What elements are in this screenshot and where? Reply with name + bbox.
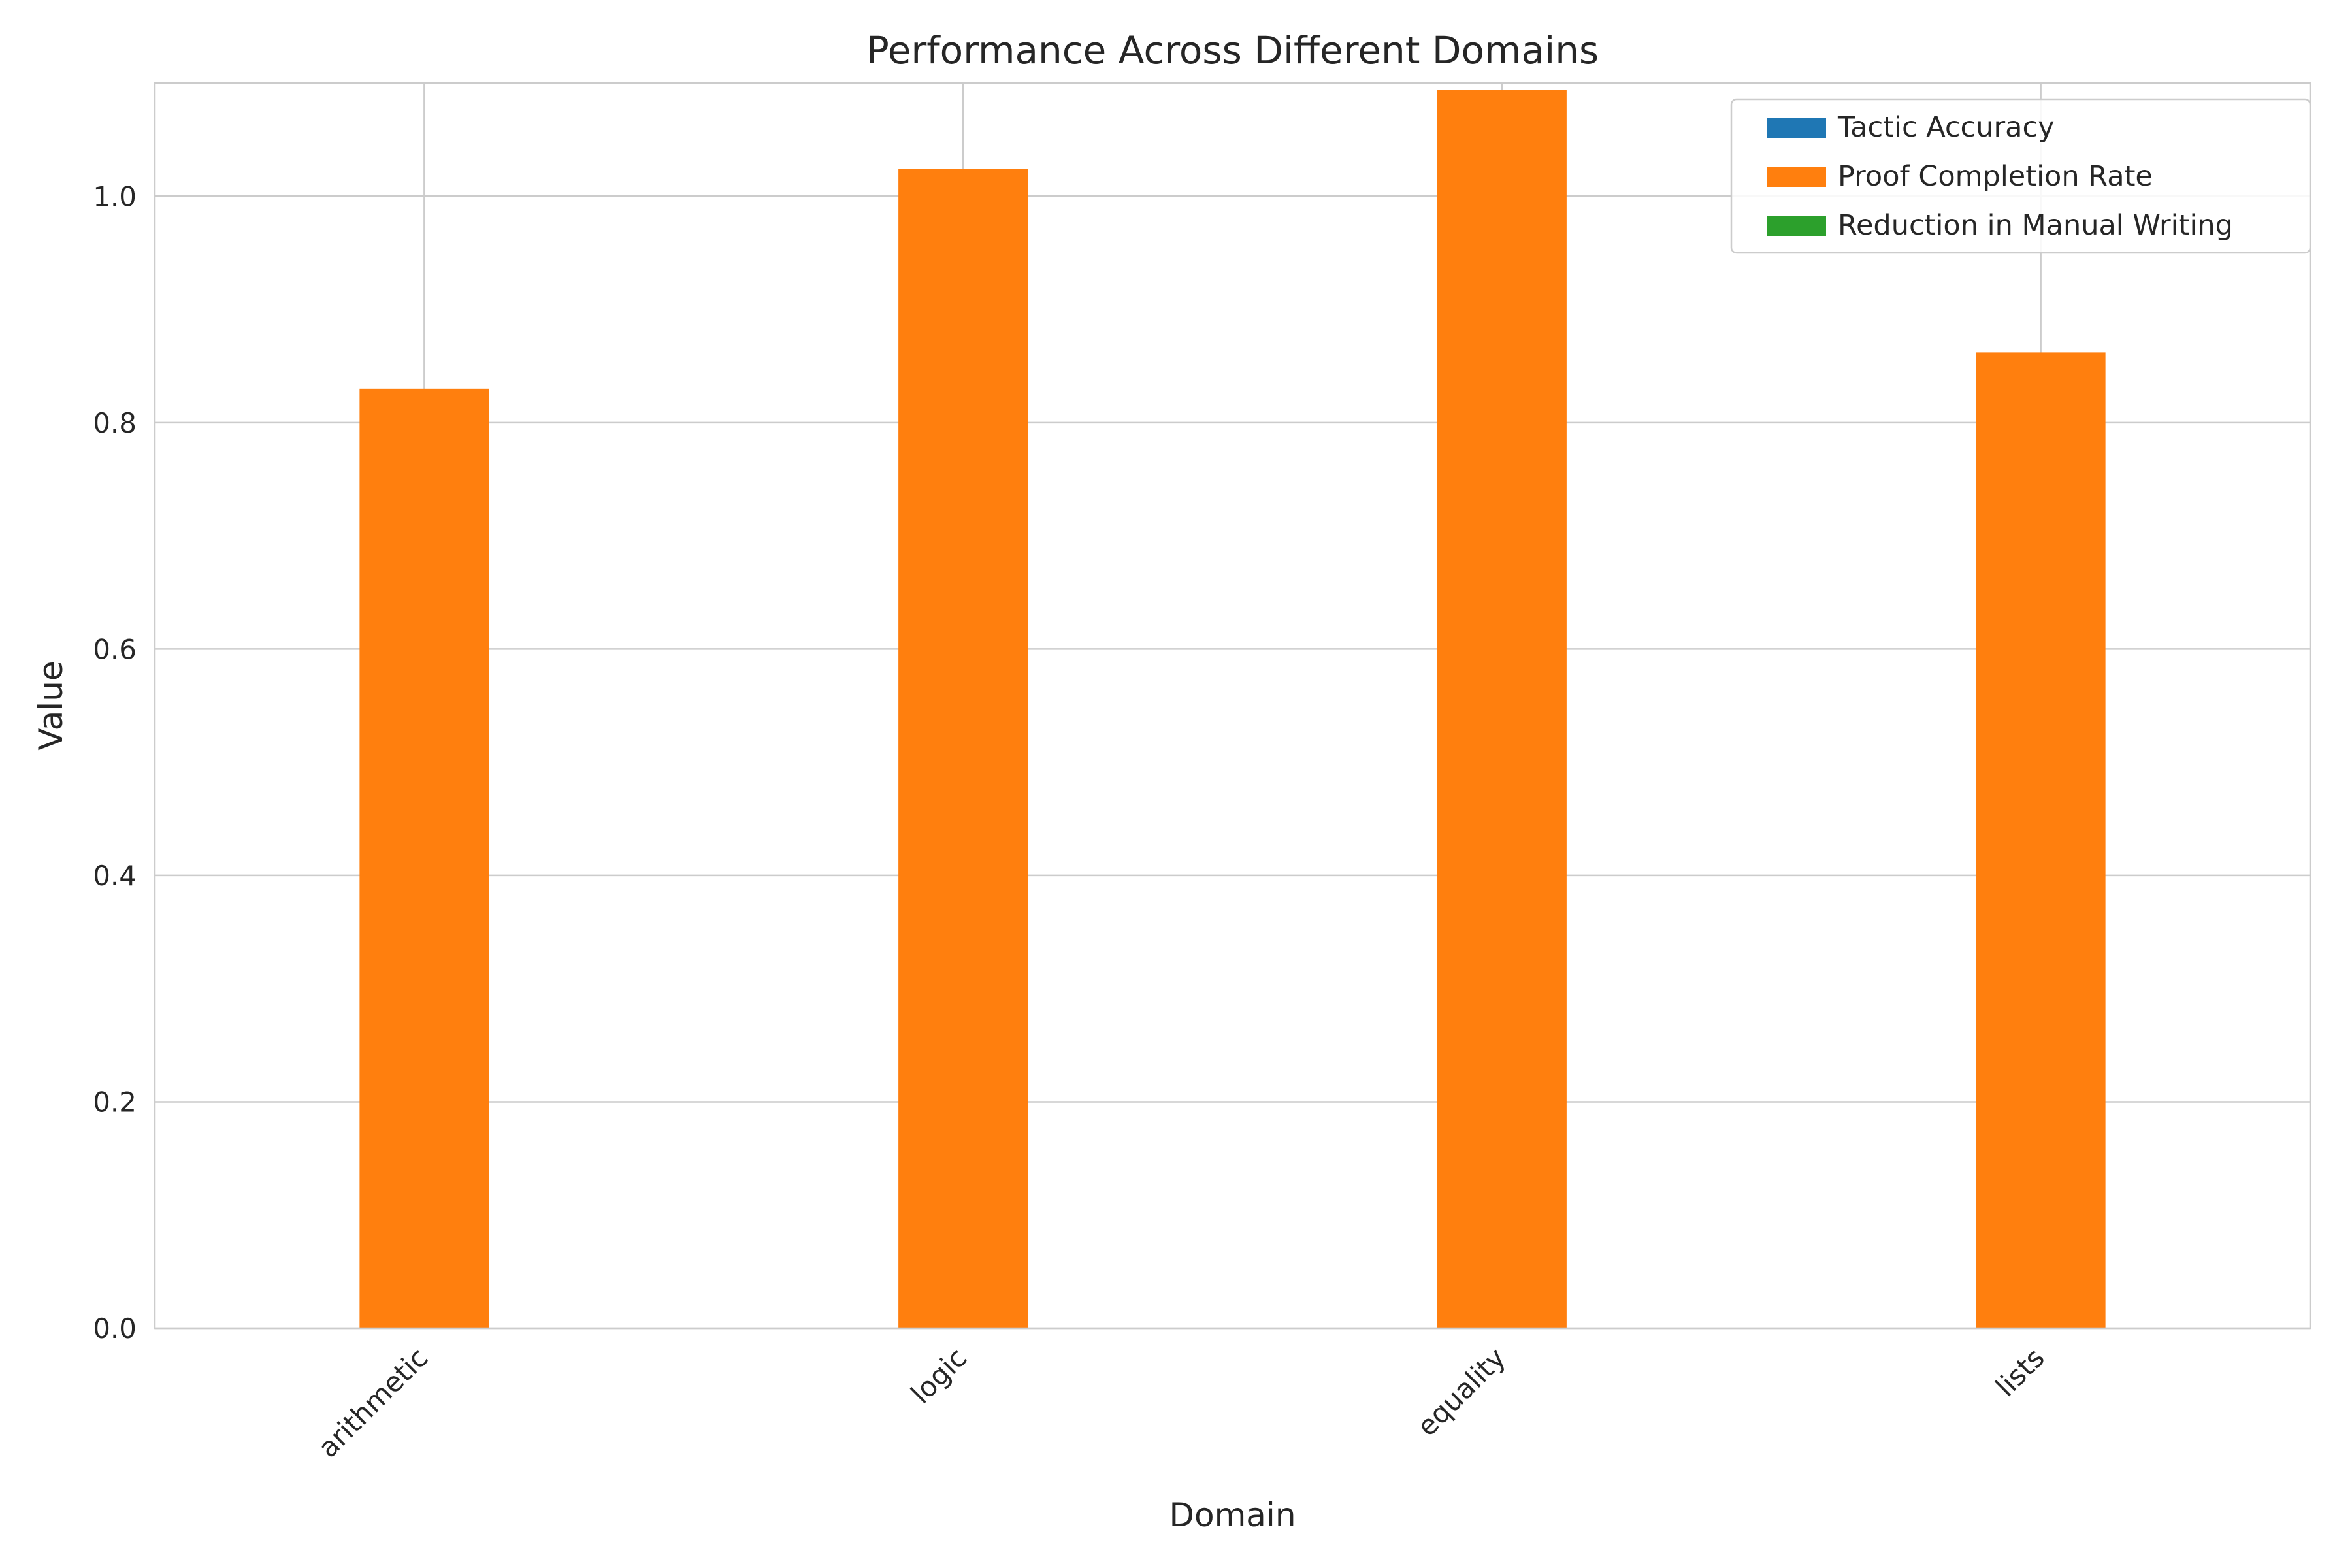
bars-layer	[359, 90, 2106, 1329]
x-tick-label: equality	[1411, 1341, 1512, 1443]
x-tick-label: logic	[905, 1341, 973, 1410]
legend-label: Proof Completion Rate	[1838, 160, 2153, 193]
y-tick-label: 0.2	[93, 1086, 137, 1118]
y-tick-label: 0.6	[93, 633, 137, 665]
y-axis-label: Value	[32, 661, 70, 750]
x-axis-label: Domain	[1169, 1496, 1296, 1534]
legend-swatch	[1767, 216, 1826, 236]
x-tick-labels: arithmetic logic equality lists	[312, 1341, 2050, 1463]
legend-label: Tactic Accuracy	[1837, 111, 2055, 144]
y-tick-label: 0.4	[93, 860, 137, 892]
legend-swatch	[1767, 167, 1826, 187]
bar	[359, 388, 489, 1328]
x-tick-label: arithmetic	[312, 1341, 434, 1463]
legend-label: Reduction in Manual Writing	[1838, 209, 2233, 242]
plot-frame	[154, 82, 2311, 1330]
legend-box	[1730, 98, 2311, 254]
y-tick-label: 0.0	[93, 1313, 137, 1345]
bar	[898, 169, 1028, 1329]
y-tick-labels: 0.0 0.2 0.4 0.6 0.8 1.0	[93, 180, 137, 1345]
bar	[1976, 352, 2106, 1328]
chart-title: Performance Across Different Domains	[866, 28, 1599, 73]
legend-swatch	[1767, 118, 1826, 138]
legend: Tactic Accuracy Proof Completion Rate Redu…	[1730, 98, 2311, 254]
x-tick-label: lists	[1989, 1341, 2051, 1403]
bar	[1437, 90, 1567, 1328]
y-tick-label: 0.8	[93, 407, 137, 439]
y-tick-label: 1.0	[93, 180, 137, 212]
